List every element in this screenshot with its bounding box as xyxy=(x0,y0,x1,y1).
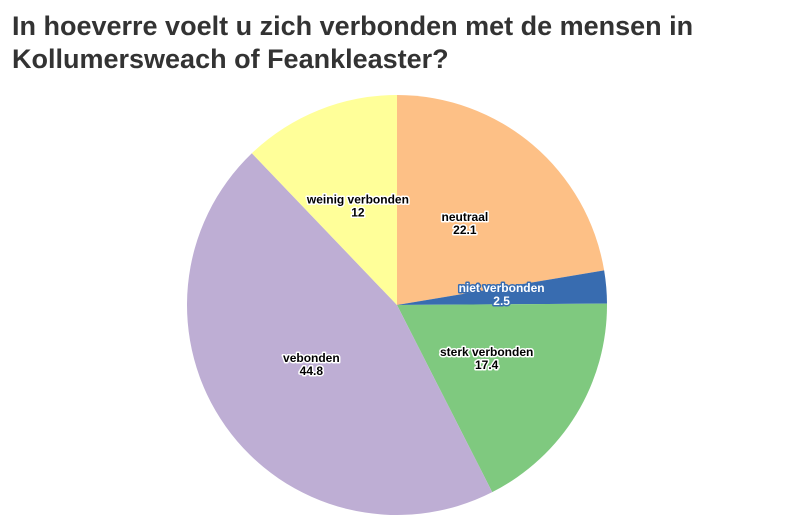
chart-title: In hoeverre voelt u zich verbonden met d… xyxy=(12,11,694,74)
slice-label: vebonden xyxy=(283,351,340,365)
slice-value: 22.1 xyxy=(453,223,477,237)
slice-value: 12 xyxy=(351,206,365,220)
pie-slice xyxy=(187,153,493,516)
slice-value: 44.8 xyxy=(300,364,324,378)
slice-value: 17.4 xyxy=(475,358,499,372)
pie-slice xyxy=(397,95,605,305)
slice-label: weinig verbonden xyxy=(306,193,409,207)
slice-label: niet verbonden xyxy=(459,281,545,295)
slice-label: sterk verbonden xyxy=(440,345,533,359)
pie-slice xyxy=(397,270,607,305)
pie-slice xyxy=(397,303,607,493)
slice-label: neutraal xyxy=(442,210,489,224)
slice-value: 2.5 xyxy=(493,294,510,308)
pie-slice xyxy=(251,95,397,305)
